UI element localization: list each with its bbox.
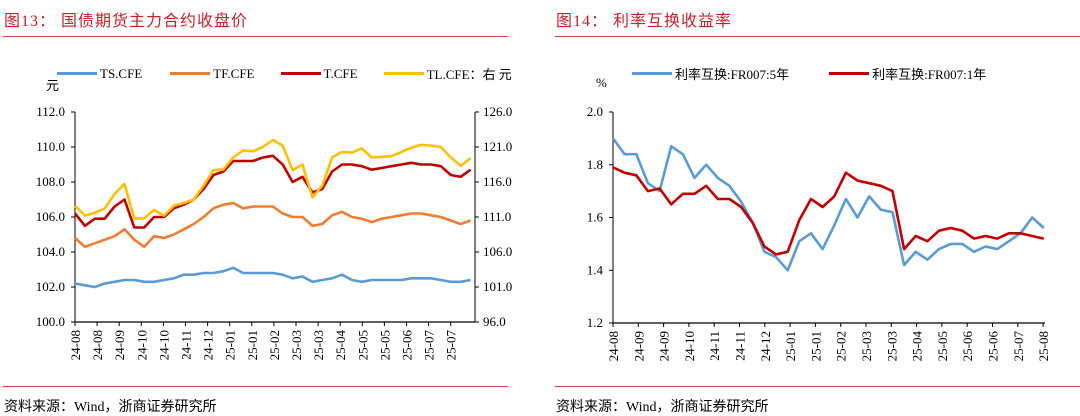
y2-tick-label: 121.0 [483, 139, 512, 154]
x-tick-label: 25-03 [289, 330, 304, 360]
legend-swatch [57, 72, 97, 75]
left-figure-title: 图13： 国债期货主力合约收盘价 [4, 13, 249, 30]
y-tick-label: 112.0 [36, 104, 65, 119]
y-tick-label: 1.6 [587, 210, 604, 225]
x-tick-label: 24-08 [68, 330, 83, 360]
x-tick-label: 25-06 [960, 331, 975, 362]
x-tick-label: 25-07 [444, 330, 459, 361]
x-tick-label: 25-03 [884, 331, 899, 361]
right-source: 资料来源：Wind，浙商证券研究所 [556, 400, 769, 415]
right-legend: 利率互换:FR007:5年 利率互换:FR007:1年 [632, 64, 1000, 83]
left-title-divider [3, 36, 508, 37]
legend-swatch [632, 72, 672, 75]
x-tick-label: 24-11 [707, 331, 722, 361]
y2-tick-label: 101.0 [483, 279, 512, 294]
x-tick-label: 24-11 [179, 330, 194, 360]
y-tick-label: 1.4 [587, 262, 604, 277]
legend-label: TS.CFE [100, 65, 143, 81]
x-tick-label: 25-03 [859, 331, 874, 361]
x-tick-label: 25-01 [808, 331, 823, 361]
y2-tick-label: 96.0 [483, 314, 506, 329]
legend-label: TF.CFE [213, 65, 255, 81]
x-tick-label: 24-08 [90, 330, 105, 360]
x-tick-label: 25-08 [1036, 331, 1051, 361]
series-line-利率互换:FR007:5年 [611, 137, 1045, 272]
x-tick-label: 25-01 [245, 330, 260, 360]
left-chart: 100.0 102.0 104.0 106.0 108.0 110.0 112.0 96.0 1… [36, 104, 513, 361]
legend-label: 利率互换:FR007:1年 [872, 67, 987, 82]
y-tick-label: 106.0 [36, 209, 65, 224]
right-title-divider [555, 36, 1080, 37]
legend-swatch [383, 72, 424, 75]
y-tick-label: 108.0 [36, 174, 65, 189]
x-tick-label: 25-04 [333, 330, 348, 361]
y-tick-label: 110.0 [36, 139, 65, 154]
legend-swatch [829, 72, 870, 75]
y-tick-label: 104.0 [36, 244, 65, 259]
x-tick-label: 24-08 [606, 331, 621, 361]
legend-item-t: T.CFE [280, 65, 358, 82]
right-source-divider [555, 386, 1080, 387]
x-tick-label: 25-03 [311, 330, 326, 360]
legend-item-ts: TS.CFE [57, 66, 142, 82]
right-y-unit: % [596, 75, 607, 90]
x-tick-label: 25-07 [422, 330, 437, 361]
legend-label: TL.CFE：右 元 [426, 67, 512, 82]
y2-tick-label: 116.0 [483, 174, 512, 189]
legend-item-5y: 利率互换:FR007:5年 [632, 64, 789, 83]
x-tick-label: 25-06 [986, 331, 1001, 362]
x-tick-label: 25-05 [377, 330, 392, 360]
legend-label: T.CFE [323, 65, 358, 81]
legend-label: 利率互换:FR007:5年 [675, 67, 790, 82]
legend-item-tl: TL.CFE：右 元 [383, 64, 512, 83]
right-figure-title: 图14： 利率互换收益率 [556, 13, 733, 30]
y-tick-label: 2.0 [587, 104, 603, 119]
x-tick-label: 24-10 [682, 331, 697, 361]
right-chart: 1.2 1.4 1.6 1.8 2.0 24-08 24-09 24-09 24-10 24-11… [587, 104, 1051, 362]
y2-tick-label: 111.0 [483, 209, 511, 224]
series-line-TS.CFE [74, 266, 471, 289]
y2-tick-label: 126.0 [483, 104, 512, 119]
x-tick-label: 25-05 [935, 331, 950, 361]
x-tick-label: 25-06 [400, 330, 415, 361]
x-tick-label: 24-10 [156, 330, 171, 360]
legend-swatch [170, 72, 211, 75]
x-tick-label: 24-09 [112, 330, 127, 360]
series-line-利率互换:FR007:1年 [612, 166, 1045, 256]
left-source-divider [3, 386, 508, 387]
x-tick-label: 24-12 [758, 331, 773, 361]
y-tick-label: 102.0 [36, 279, 65, 294]
x-tick-label: 24-12 [201, 330, 216, 360]
x-tick-label: 25-02 [834, 331, 849, 361]
y-tick-label: 100.0 [36, 314, 65, 329]
x-tick-label: 24-10 [134, 330, 149, 360]
y-tick-label: 1.8 [587, 157, 603, 172]
x-tick-label: 24-09 [631, 331, 646, 361]
y2-tick-label: 106.0 [483, 244, 512, 259]
x-tick-label: 25-04 [910, 331, 925, 362]
left-y-unit: 元 [46, 78, 60, 93]
x-tick-label: 25-05 [355, 330, 370, 360]
x-tick-label: 24-09 [657, 331, 672, 361]
x-tick-label: 24-11 [733, 331, 748, 361]
legend-item-1y: 利率互换:FR007:1年 [829, 64, 986, 83]
legend-swatch [280, 72, 321, 75]
x-tick-label: 25-01 [783, 331, 798, 361]
x-tick-label: 25-07 [1011, 331, 1026, 362]
x-tick-label: 25-02 [267, 330, 282, 360]
left-source: 资料来源：Wind，浙商证券研究所 [4, 400, 217, 415]
y-tick-label: 1.2 [587, 315, 603, 330]
legend-item-tf: TF.CFE [170, 65, 255, 82]
left-legend: TS.CFE TF.CFE T.CFE TL.CFE：右 元 [57, 64, 526, 83]
x-tick-label: 25-01 [223, 330, 238, 360]
